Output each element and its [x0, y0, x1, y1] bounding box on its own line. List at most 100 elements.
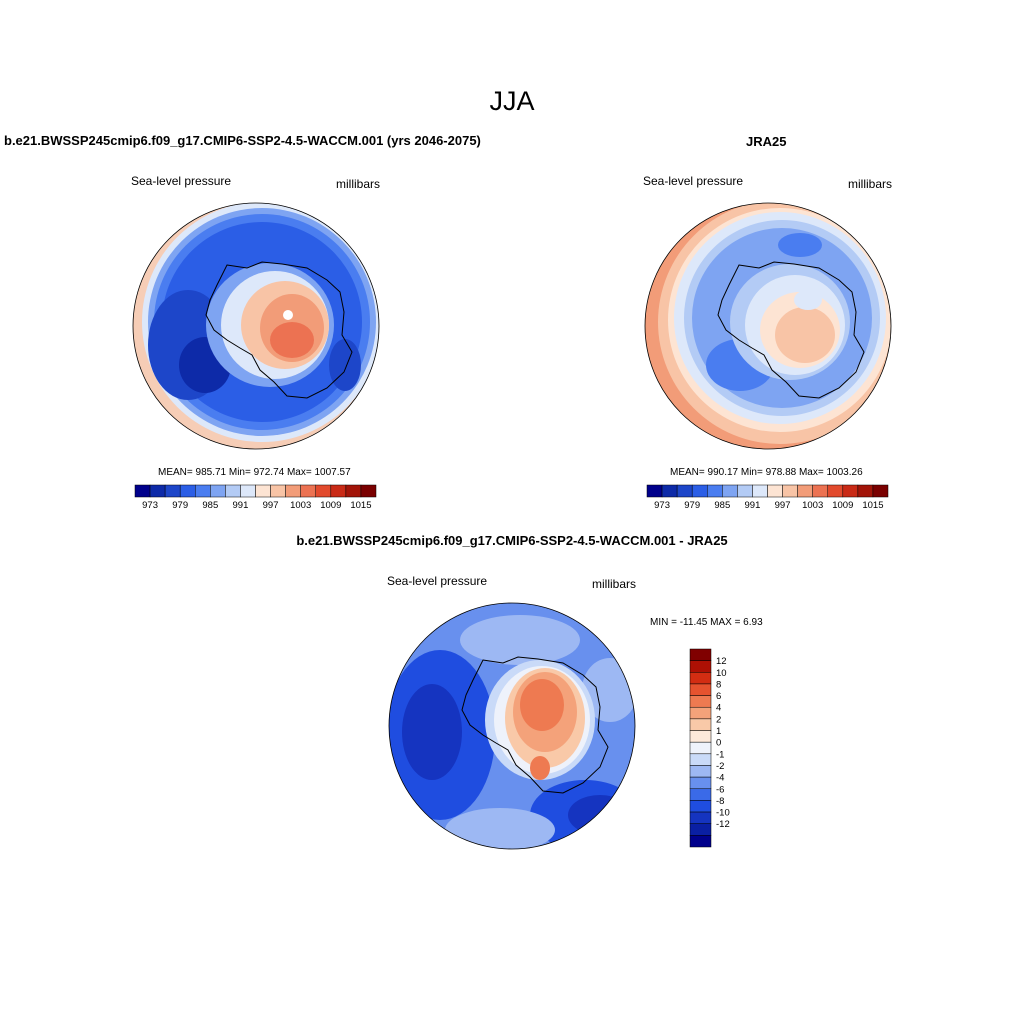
colorbar-diff-tick-label: -2 — [716, 761, 724, 772]
colorbar-model-swatch — [179, 484, 196, 498]
colorbar-obs-swatch — [722, 484, 738, 498]
colorbar-obs-swatch — [646, 484, 663, 498]
colorbar-model-swatch — [255, 484, 271, 498]
colorbar-obs-tick-label: 997 — [775, 500, 791, 511]
map-obs — [644, 202, 892, 450]
colorbar-diff-swatch — [689, 765, 712, 778]
colorbar-diff-swatch — [689, 706, 712, 720]
colorbar-diff-swatch — [689, 776, 712, 790]
colorbar-model-swatch — [300, 484, 316, 498]
colorbar-obs-swatch — [752, 484, 768, 498]
colorbar-model-tick-label: 985 — [202, 500, 218, 511]
colorbar-model-tick-label: 1009 — [320, 500, 341, 511]
colorbar-diff-tick-label: -4 — [716, 773, 724, 784]
colorbar-diff-tick-label: 1 — [716, 726, 721, 737]
colorbar-model-swatch — [270, 484, 286, 498]
colorbar-diff-swatch — [689, 660, 712, 673]
panel-diff-title: b.e21.BWSSP245cmip6.f09_g17.CMIP6-SSP2-4… — [296, 533, 728, 548]
colorbar-model: 973 979 985 991 997 1003 1009 1015 — [134, 484, 377, 511]
colorbar-obs-swatch — [842, 484, 859, 498]
colorbar-diff-swatch — [689, 672, 712, 685]
colorbar-diff-swatch — [689, 718, 712, 731]
colorbar-model-tick-label: 997 — [263, 500, 279, 511]
map-diff — [388, 602, 636, 850]
colorbar-obs-swatch — [812, 484, 828, 498]
colorbar-model-tick-label: 1015 — [350, 500, 371, 511]
colorbar-diff-tick-label: -10 — [716, 808, 730, 819]
colorbar-obs-swatch — [827, 484, 844, 498]
colorbar-diff-swatch — [689, 823, 712, 836]
colorbar-diff-tick-label: 2 — [716, 714, 721, 725]
colorbar-diff-tick-label: 4 — [716, 703, 721, 714]
map-model — [132, 202, 380, 450]
colorbar-diff-tick-label: 6 — [716, 691, 721, 702]
colorbar-model-swatch — [345, 484, 362, 498]
colorbar-obs-tick-label: 1015 — [862, 500, 883, 511]
panel-obs-units: millibars — [848, 177, 893, 191]
colorbar-diff-swatch — [689, 753, 712, 766]
colorbar-obs-tick-label: 979 — [684, 500, 700, 511]
colorbar-obs-swatch — [737, 484, 753, 498]
colorbar-model-swatch — [360, 484, 377, 498]
panel-obs-variable: Sea-level pressure — [643, 174, 744, 188]
colorbar-diff-tick-label: -12 — [716, 819, 730, 830]
colorbar-obs-swatch — [797, 484, 813, 498]
colorbar-diff-tick-label: -1 — [716, 749, 724, 760]
colorbar-model-tick-label: 1003 — [290, 500, 311, 511]
panel-diff-variable: Sea-level pressure — [387, 574, 488, 588]
colorbar-model-swatch — [149, 484, 166, 498]
panel-model-stats: MEAN= 985.71 Min= 972.74 Max= 1007.57 — [158, 467, 351, 478]
colorbar-diff-swatch — [689, 730, 712, 743]
colorbar-diff-tick-label: 10 — [716, 668, 727, 679]
colorbar-model-swatch — [240, 484, 256, 498]
colorbar-diff-swatch — [689, 683, 712, 696]
season-title: JJA — [489, 86, 535, 116]
panel-diff-units: millibars — [592, 577, 637, 591]
colorbar-diff-tick-label: 12 — [716, 656, 727, 667]
colorbar-obs-swatch — [661, 484, 678, 498]
colorbar-diff-tick-label: -8 — [716, 796, 724, 807]
colorbar-obs: 973 979 985 991 997 1003 1009 1015 — [646, 484, 889, 511]
colorbar-diff-swatch — [689, 800, 712, 813]
colorbar-model-swatch — [285, 484, 301, 498]
colorbar-obs-swatch — [782, 484, 798, 498]
panel-diff-stats: MIN = -11.45 MAX = 6.93 — [650, 617, 763, 628]
panel-obs-stats: MEAN= 990.17 Min= 978.88 Max= 1003.26 — [670, 467, 863, 478]
panel-model-title: b.e21.BWSSP245cmip6.f09_g17.CMIP6-SSP2-4… — [4, 133, 481, 148]
colorbar-model-swatch — [195, 484, 211, 498]
colorbar-model-swatch — [330, 484, 347, 498]
panel-model-units: millibars — [336, 177, 381, 191]
colorbar-obs-swatch — [857, 484, 874, 498]
colorbar-obs-tick-label: 985 — [714, 500, 730, 511]
colorbar-model-swatch — [315, 484, 332, 498]
colorbar-model-tick-label: 991 — [233, 500, 249, 511]
colorbar-obs-swatch — [676, 484, 693, 498]
colorbar-obs-tick-label: 973 — [654, 500, 670, 511]
colorbar-diff-tick-label: 0 — [716, 738, 721, 749]
colorbar-model-swatch — [134, 484, 151, 498]
colorbar-obs-tick-label: 1003 — [802, 500, 823, 511]
colorbar-model-tick-label: 973 — [142, 500, 158, 511]
colorbar-model-tick-label: 979 — [172, 500, 188, 511]
colorbar-obs-tick-label: 991 — [745, 500, 761, 511]
panel-obs-title: JRA25 — [746, 134, 787, 149]
colorbar-obs-swatch — [872, 484, 889, 498]
colorbar-obs-swatch — [691, 484, 708, 498]
colorbar-diff-swatch — [689, 648, 712, 661]
colorbar-model-swatch — [164, 484, 181, 498]
colorbar-obs-swatch — [707, 484, 723, 498]
colorbar-model-swatch — [225, 484, 241, 498]
colorbar-diff-swatch — [689, 695, 712, 708]
colorbar-diff-tick-label: -6 — [716, 784, 724, 795]
colorbar-diff-swatch — [689, 741, 712, 755]
panel-model-variable: Sea-level pressure — [131, 174, 232, 188]
colorbar-obs-swatch — [767, 484, 783, 498]
colorbar-diff-swatch — [689, 835, 712, 848]
colorbar-model-swatch — [210, 484, 226, 498]
colorbar-diff-tick-label: 8 — [716, 679, 721, 690]
colorbar-diff-swatch — [689, 788, 712, 801]
colorbar-obs-tick-label: 1009 — [832, 500, 853, 511]
